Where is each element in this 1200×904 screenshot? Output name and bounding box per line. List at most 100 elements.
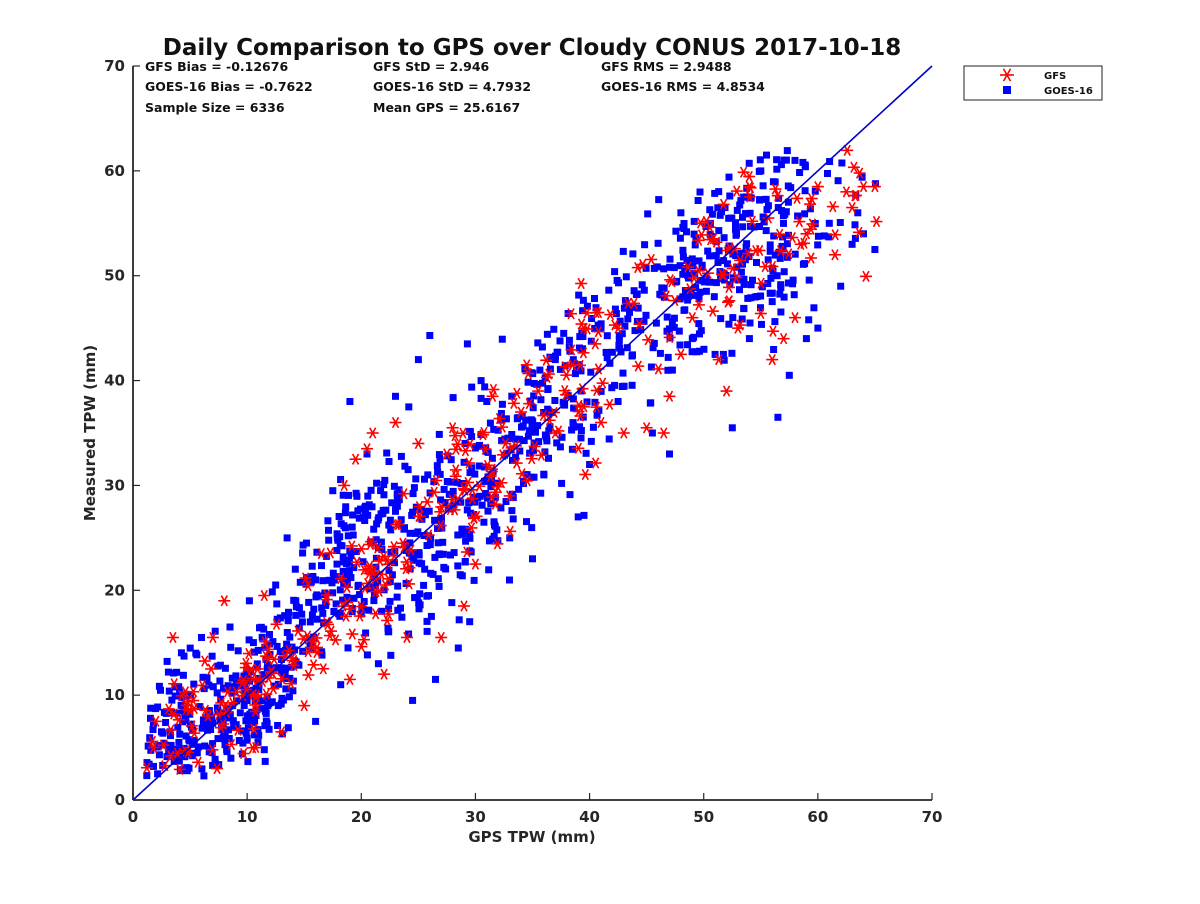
goes16-point-1086 (783, 240, 791, 248)
goes16-point-625 (447, 456, 455, 464)
gfs-point-153 (463, 457, 476, 469)
goes16-point-692 (434, 468, 442, 476)
goes16-point-758 (536, 366, 544, 374)
goes16-point-376 (343, 572, 350, 580)
gfs-point-86 (320, 589, 333, 601)
goes16-point-645 (486, 419, 494, 427)
goes16-point-58 (211, 627, 219, 635)
gfs-point-371 (612, 322, 625, 334)
goes16-point-1189 (426, 332, 434, 339)
goes16-point-216 (261, 722, 269, 730)
gfs-point-343 (258, 589, 271, 602)
goes16-point-302 (186, 737, 194, 745)
goes16-point-932 (637, 326, 645, 334)
goes16-point-813 (534, 339, 542, 347)
goes16-point-62 (162, 719, 170, 726)
goes16-point-318 (313, 548, 321, 556)
goes16-point-1098 (789, 280, 797, 288)
goes16-point-558 (502, 498, 510, 505)
goes16-point-105 (181, 713, 189, 721)
gfs-point-186 (463, 438, 476, 450)
legend-goes16-label: GOES-16 (1044, 86, 1093, 97)
goes16-point-414 (361, 517, 369, 524)
gfs-point-281 (726, 262, 739, 275)
goes16-point-601 (392, 502, 400, 510)
goes16-point-324 (286, 633, 294, 641)
goes16-point-44 (167, 732, 174, 740)
goes16-point-1080 (777, 281, 785, 289)
gfs-point-366 (549, 427, 562, 439)
goes16-point-703 (454, 531, 462, 539)
goes16-point-750 (587, 337, 595, 345)
gfs-point-20 (185, 720, 198, 732)
gfs-point-39 (211, 762, 224, 775)
gfs-point-363 (515, 406, 528, 418)
goes16-point-852 (579, 307, 587, 315)
goes16-point-1041 (729, 314, 737, 322)
goes16-point-1015 (784, 198, 792, 206)
goes16-point-797 (545, 427, 553, 435)
gfs-point-60 (219, 699, 232, 711)
goes16-point-537 (394, 606, 402, 614)
gfs-point-324 (847, 161, 860, 173)
goes16-point-869 (628, 352, 636, 360)
gfs-point-82 (262, 643, 275, 656)
goes16-point-607 (380, 491, 388, 499)
goes16-point-381 (306, 618, 314, 626)
goes16-point-1207 (677, 209, 685, 217)
gfs-point-388 (846, 201, 859, 214)
goes16-point-629 (424, 471, 432, 479)
y-tick-label: 70 (104, 57, 125, 75)
gfs-point-377 (686, 312, 699, 324)
goes16-point-341 (277, 656, 285, 663)
goes16-point-168 (282, 664, 289, 672)
goes16-point-1005 (679, 246, 687, 254)
goes16-point-1198 (540, 471, 548, 479)
goes16-point-1057 (801, 210, 809, 218)
goes16-point-895 (575, 344, 583, 352)
goes16-point-174 (250, 731, 258, 739)
gfs-point-79 (284, 677, 297, 690)
goes16-point-1027 (776, 290, 784, 298)
goes16-point-1033 (658, 291, 666, 299)
goes16-point-1223 (860, 230, 867, 238)
goes16-point-1097 (799, 158, 807, 166)
goes16-point-616 (392, 507, 399, 515)
gfs-point-325 (852, 226, 865, 238)
goes16-point-260 (261, 643, 269, 651)
goes16-point-1113 (781, 210, 789, 218)
gfs-point-367 (566, 359, 579, 371)
goes16-point-1203 (614, 398, 622, 405)
gfs-point-143 (397, 488, 410, 500)
goes16-point-1214 (763, 151, 770, 159)
goes16-point-832 (553, 348, 561, 356)
goes16-point-531 (450, 549, 458, 557)
goes16-point-721 (587, 368, 595, 376)
goes16-point-209 (251, 697, 259, 705)
goes16-point-55 (180, 652, 188, 660)
goes16-point-215 (261, 707, 269, 715)
gfs-point-312 (773, 228, 786, 240)
goes16-point-360 (324, 517, 332, 525)
goes16-point-566 (447, 551, 454, 559)
gfs-point-230 (522, 367, 535, 380)
goes16-point-457 (434, 524, 441, 532)
goes16-point-1182 (337, 681, 345, 689)
goes16-point-37 (157, 686, 164, 694)
goes16-point-429 (344, 644, 352, 652)
gfs-point-217 (515, 468, 528, 480)
gfs-point-356 (435, 631, 448, 644)
goes16-point-523 (398, 613, 406, 621)
gfs-point-165 (435, 501, 448, 513)
gfs-point-179 (430, 474, 443, 487)
goes16-point-1077 (791, 250, 799, 258)
goes16-point-425 (372, 536, 380, 544)
goes16-point-855 (553, 439, 561, 447)
goes16-point-449 (391, 559, 398, 567)
goes16-point-1155 (650, 264, 658, 272)
goes16-point-637 (508, 431, 516, 438)
goes16-point-876 (558, 433, 566, 441)
x-tick-label: 60 (807, 808, 828, 826)
goes16-point-167 (240, 702, 248, 709)
